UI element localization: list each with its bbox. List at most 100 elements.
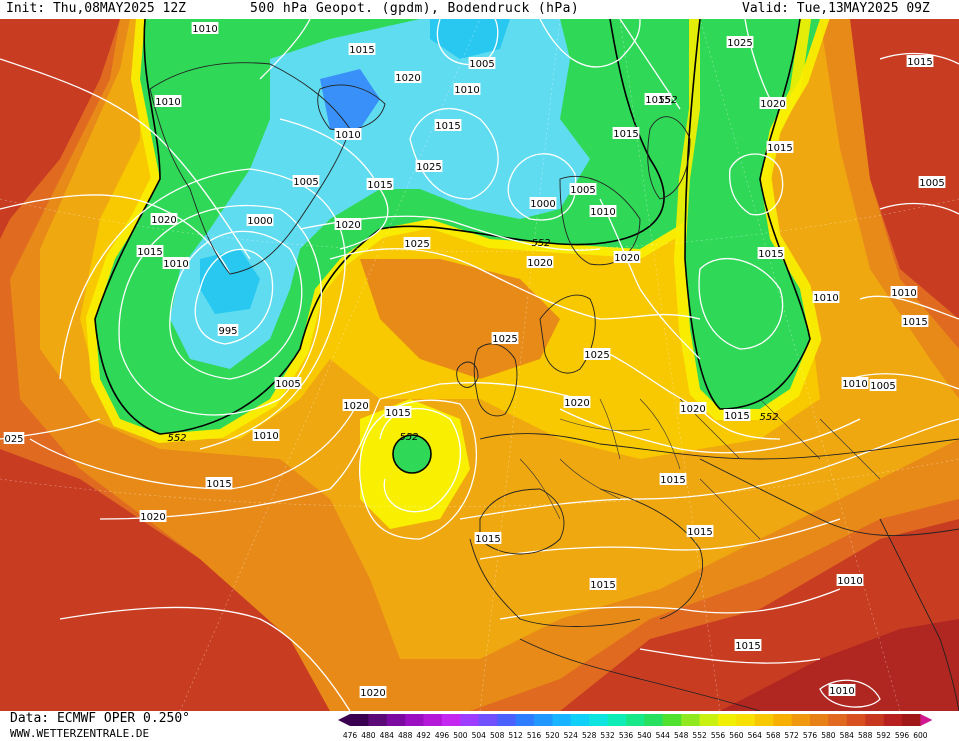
svg-text:1010: 1010 xyxy=(335,130,360,141)
svg-text:1010: 1010 xyxy=(813,293,838,304)
isobar-label: 1015 xyxy=(906,55,934,68)
isobar-label: 1010 xyxy=(890,286,918,299)
isobar-label: 1015 xyxy=(384,406,412,419)
contour-552-east xyxy=(684,19,811,410)
legend-tick-label: 560 xyxy=(729,731,744,740)
legend-tick-label: 480 xyxy=(361,731,376,740)
isobar-label: 1015 xyxy=(474,532,502,545)
legend-color-box xyxy=(405,714,424,726)
isobar-label: 1015 xyxy=(757,247,785,260)
legend-color-box xyxy=(681,714,700,726)
map-footer: Data: ECMWF OPER 0.250° WWW.WETTERZENTRA… xyxy=(0,711,959,741)
legend-color-box xyxy=(736,714,756,726)
isobar-label: 1015 xyxy=(612,127,640,140)
legend-color-box xyxy=(865,714,884,726)
isobar-label: 1025 xyxy=(403,237,431,250)
isobar-label: 1015 xyxy=(348,43,376,56)
contour-552-main xyxy=(94,19,665,435)
svg-text:1025: 1025 xyxy=(404,239,429,250)
legend-color-box xyxy=(552,714,572,726)
legend-tick-label: 572 xyxy=(784,731,799,740)
legend-color-box xyxy=(607,714,627,726)
legend-tick-label: 520 xyxy=(545,731,560,740)
legend-tick-label: 536 xyxy=(619,731,634,740)
isobar-label: 1020 xyxy=(759,97,787,110)
trough-green-east xyxy=(685,19,810,409)
data-source-label: Data: ECMWF OPER 0.250° xyxy=(10,711,191,726)
svg-text:1010: 1010 xyxy=(454,85,479,96)
field-orange-ridge-atlantic xyxy=(360,259,560,379)
legend-color-box xyxy=(644,714,664,726)
svg-text:1005: 1005 xyxy=(870,381,895,392)
svg-text:1015: 1015 xyxy=(735,641,760,652)
isobar-label: 1020 xyxy=(342,399,370,412)
svg-text:1020: 1020 xyxy=(614,253,639,264)
svg-text:1015: 1015 xyxy=(475,534,500,545)
svg-text:1015: 1015 xyxy=(687,527,712,538)
legend-color-box xyxy=(442,714,461,726)
svg-text:1015: 1015 xyxy=(613,129,638,140)
legend-color-boxes xyxy=(338,714,933,726)
isobar-label: 1010 xyxy=(252,429,280,442)
isobar-label: 1010 xyxy=(812,291,840,304)
legend-tick-label: 508 xyxy=(490,731,505,740)
legend-tick-label: 476 xyxy=(343,731,358,740)
svg-text:1015: 1015 xyxy=(645,95,670,106)
legend-tick-label: 528 xyxy=(582,731,597,740)
isobar-label: 1020 xyxy=(679,402,707,415)
isobar-label: 1005 xyxy=(468,57,496,70)
legend-tick-label: 548 xyxy=(674,731,689,740)
legend-color-box xyxy=(368,714,388,726)
svg-text:1020: 1020 xyxy=(680,404,705,415)
isobar-label: 1015 xyxy=(589,578,617,591)
legend-color-box xyxy=(570,714,590,726)
field-red-band xyxy=(0,19,120,239)
svg-text:1010: 1010 xyxy=(163,259,188,270)
legend-tick-label: 588 xyxy=(858,731,873,740)
cutoff-low-green xyxy=(393,435,431,473)
svg-text:1010: 1010 xyxy=(253,431,278,442)
isobar-label: 995 xyxy=(217,324,239,337)
coastlines xyxy=(149,62,959,711)
isobar-label: 1010 xyxy=(162,257,190,270)
svg-text:1020: 1020 xyxy=(151,215,176,226)
contour-552-labels: 552 552 552 552 552 xyxy=(167,95,778,444)
svg-text:1010: 1010 xyxy=(192,24,217,35)
svg-text:1005: 1005 xyxy=(570,185,595,196)
svg-text:1025: 1025 xyxy=(584,350,609,361)
svg-text:1020: 1020 xyxy=(140,512,165,523)
lat-lon-grid xyxy=(0,19,959,711)
contour-552-cutoff xyxy=(392,434,432,474)
legend-tick-labels: 476 480 484 488 492 496 500 504 508 512 516 520 524 5… xyxy=(343,731,928,740)
svg-text:1020: 1020 xyxy=(395,73,420,84)
legend-color-box xyxy=(515,714,535,726)
legend-arrow-right xyxy=(920,714,933,726)
legend-color-box xyxy=(350,714,369,726)
legend-color-box xyxy=(754,714,774,726)
isobar-label: 1025 xyxy=(415,160,443,173)
isobar-label: 1015 xyxy=(205,477,233,490)
svg-text:1015: 1015 xyxy=(349,45,374,56)
legend-color-box xyxy=(791,714,811,726)
isobar-label: 1020 xyxy=(394,71,422,84)
svg-text:1015: 1015 xyxy=(435,121,460,132)
isobar-label: 1025 xyxy=(583,348,611,361)
isobar-label: 1015 xyxy=(686,525,714,538)
legend-color-box xyxy=(626,714,645,726)
svg-text:1015: 1015 xyxy=(724,411,749,422)
map-title: 500 hPa Geopot. (gpdm), Bodendruck (hPa) xyxy=(250,1,580,16)
isobar-label: 1005 xyxy=(292,175,320,188)
svg-text:1005: 1005 xyxy=(919,178,944,189)
svg-text:1005: 1005 xyxy=(469,59,494,70)
svg-text:1020: 1020 xyxy=(760,99,785,110)
isobar-label: 1020 xyxy=(563,396,591,409)
weather-map: 1010 1015 1005 1025 1015 1010 1020 1010 1015 1020… xyxy=(0,19,959,711)
legend-color-box xyxy=(662,714,682,726)
svg-text:1015: 1015 xyxy=(590,580,615,591)
map-header: Init: Thu,08MAY2025 12Z 500 hPa Geopot. … xyxy=(0,0,959,19)
contour-552-label: 552 xyxy=(658,95,677,106)
legend-tick-label: 584 xyxy=(840,731,855,740)
isobar-label: 1015 xyxy=(136,245,164,258)
svg-text:1015: 1015 xyxy=(767,143,792,154)
